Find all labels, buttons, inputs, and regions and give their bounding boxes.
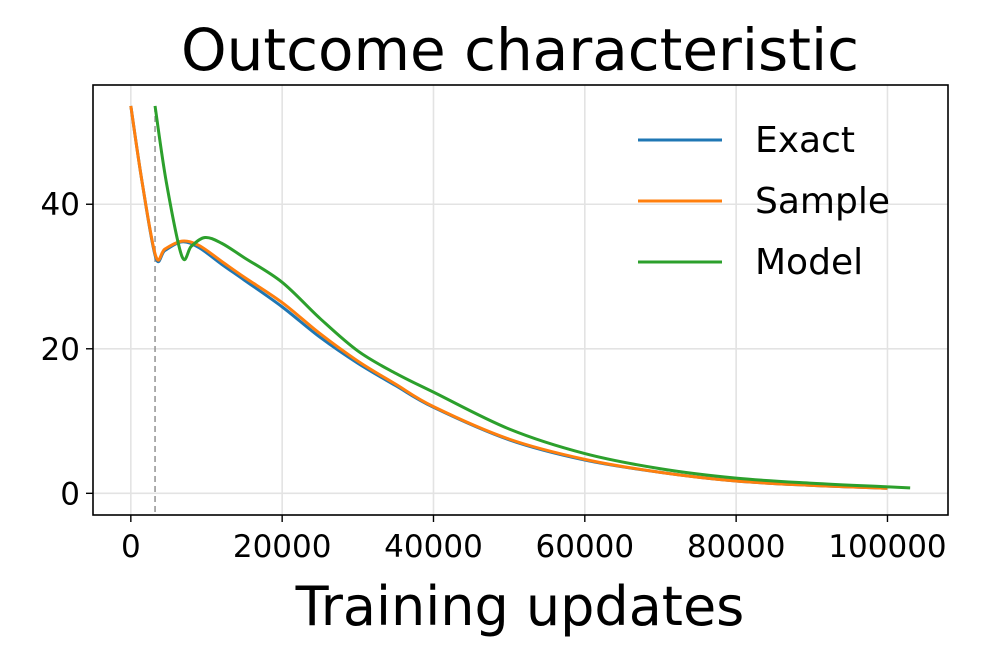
grid [93,85,948,515]
series-group [129,105,911,515]
series-line-exact [129,105,888,490]
axis-ticks: 0 20000 40000 60000 80000 100000 0 20 40 [41,187,947,565]
legend-label-model: Model [755,242,863,283]
legend: Exact Sample Model [638,120,890,283]
y-tick-label: 40 [41,187,80,223]
x-tick-label: 40000 [384,529,483,565]
x-tick-label: 20000 [233,529,332,565]
x-tick-label: 80000 [687,529,786,565]
series-line-sample [129,105,888,490]
x-axis-label: Training updates [295,575,745,638]
y-tick-label: 20 [41,332,80,368]
x-tick-label: 0 [121,529,141,565]
legend-label-exact: Exact [755,120,855,161]
chart-title: Outcome characteristic [181,16,859,84]
series-line-model [153,105,911,490]
x-tick-label: 100000 [828,529,946,565]
plot-frame [92,84,949,516]
y-tick-label: 0 [60,476,80,512]
x-tick-label: 60000 [536,529,635,565]
legend-label-sample: Sample [755,181,890,222]
